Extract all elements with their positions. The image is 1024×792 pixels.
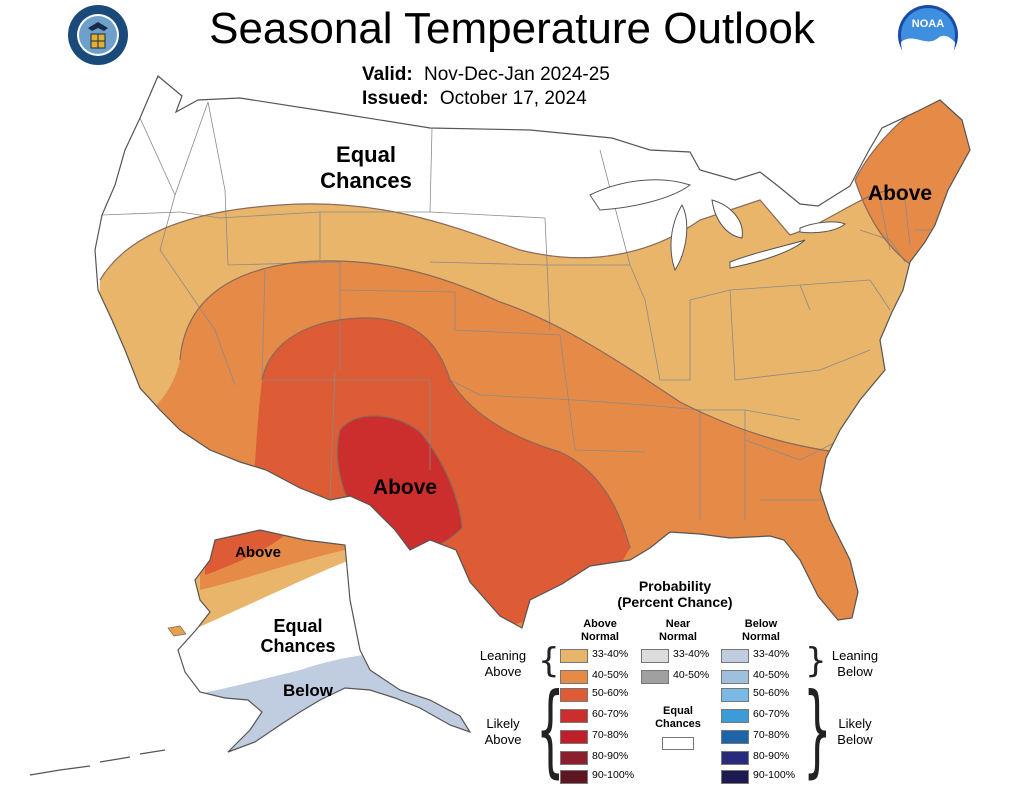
page-title: Seasonal Temperature Outlook [209, 4, 815, 53]
legend-near-label-1: 40-50% [673, 669, 710, 681]
legend-below-label-3: 60-70% [753, 708, 790, 720]
conus-outline [94, 75, 971, 629]
legend-above-swatch-4 [560, 730, 588, 744]
legend-likely-below: Likely Below [822, 716, 888, 748]
alaska-equal-label-2: Chances [260, 636, 335, 656]
legend-leaning-above: Leaning Above [470, 648, 536, 680]
leaning-below-line2: Below [837, 664, 873, 679]
likely-above-line2: Above [484, 732, 522, 747]
legend-above-swatch-6 [560, 770, 588, 784]
legend-equal-swatch [662, 737, 694, 750]
legend-near-swatch-0 [641, 649, 669, 663]
legend-near-label-0: 33-40% [673, 648, 710, 660]
noaa-logo-icon: NOAA [898, 5, 958, 66]
legend-above-swatch-2 [560, 688, 588, 702]
legend-above-label-1: 40-50% [592, 669, 629, 681]
leaning-below-line1: Leaning [831, 648, 879, 663]
legend-near-swatch-1 [641, 670, 669, 684]
aleutian-islands [29, 749, 166, 776]
valid-value: Nov-Dec-Jan 2024-25 [423, 64, 610, 85]
likely-below-brace-icon: } [803, 671, 832, 788]
legend-below-swatch-0 [721, 649, 749, 663]
legend-below-label-1: 40-50% [753, 669, 790, 681]
leaning-above-line2: Above [484, 664, 522, 679]
legend-col-below: Below Normal [733, 618, 789, 644]
legend-below-swatch-5 [721, 751, 749, 765]
legend-col-above-line1: Above [583, 618, 617, 630]
legend-below-swatch-1 [721, 670, 749, 684]
legend-above-label-2: 50-60% [592, 687, 629, 699]
leaning-below-brace-icon: } [805, 641, 827, 681]
legend-above-swatch-1 [560, 670, 588, 684]
alaska-equal-label-1: Equal [273, 616, 322, 636]
legend-likely-above: Likely Above [470, 716, 536, 748]
valid-line: Valid: Nov-Dec-Jan 2024-25 [362, 64, 610, 86]
legend-equal-label: Equal Chances [650, 705, 706, 731]
legend-below-label-5: 80-90% [753, 750, 790, 762]
legend-leaning-below: Leaning Below [822, 648, 888, 680]
leaning-above-brace-icon: { [538, 641, 560, 681]
noaa-logo-text: NOAA [912, 18, 944, 30]
conus-equal-label-1: Equal [336, 142, 396, 167]
legend-title-line1: Probability [638, 578, 712, 594]
legend-col-near: Near Normal [650, 618, 706, 644]
legend-above-label-5: 80-90% [592, 750, 629, 762]
northeast-above-label: Above [868, 182, 932, 205]
legend-col-above-line2: Normal [581, 631, 619, 643]
legend-above-swatch-3 [560, 709, 588, 723]
legend-col-above: Above Normal [572, 618, 628, 644]
likely-above-line1: Likely [486, 716, 520, 731]
likely-below-line2: Below [837, 732, 873, 747]
legend-below-label-6: 90-100% [753, 769, 796, 781]
issued-value: October 17, 2024 [439, 88, 587, 109]
likely-below-line1: Likely [838, 716, 872, 731]
legend-above-swatch-0 [560, 649, 588, 663]
issued-label: Issued: [362, 88, 429, 109]
legend-col-near-line2: Normal [659, 631, 697, 643]
legend-col-near-line1: Near [665, 618, 691, 630]
legend-title-line2: (Percent Chance) [617, 594, 733, 610]
legend-above-label-3: 60-70% [592, 708, 629, 720]
alaska-island [167, 625, 187, 637]
department-of-commerce-seal-icon [68, 5, 128, 65]
legend-below-swatch-4 [721, 730, 749, 744]
legend-below-label-0: 33-40% [753, 648, 790, 660]
legend-col-below-line1: Below [744, 618, 778, 630]
legend-below-swatch-2 [721, 688, 749, 702]
legend-above-label-0: 33-40% [592, 648, 629, 660]
alaska-above-label: Above [235, 544, 281, 561]
great-lakes [589, 179, 846, 272]
legend-below-label-2: 50-60% [753, 687, 790, 699]
southwest-above-label: Above [373, 476, 437, 499]
conus-equal-label-2: Chances [320, 168, 412, 193]
legend-below-swatch-6 [721, 770, 749, 784]
legend-below-swatch-3 [721, 709, 749, 723]
legend-above-label-4: 70-80% [592, 729, 629, 741]
likely-above-brace-icon: { [536, 671, 565, 788]
legend-above-label-6: 90-100% [592, 769, 635, 781]
issued-line: Issued: October 17, 2024 [362, 88, 587, 110]
state-boundaries [101, 101, 945, 520]
legend-equal-line1: Equal [663, 705, 693, 717]
alaska-outline [177, 529, 472, 753]
legend-above-swatch-5 [560, 751, 588, 765]
leaning-above-line1: Leaning [479, 648, 527, 663]
legend-equal-line2: Chances [655, 718, 701, 730]
legend-col-below-line2: Normal [742, 631, 780, 643]
legend-below-label-4: 70-80% [753, 729, 790, 741]
legend-title: Probability (Percent Chance) [590, 578, 760, 610]
valid-label: Valid: [362, 64, 413, 85]
alaska-below-label: Below [283, 681, 334, 700]
